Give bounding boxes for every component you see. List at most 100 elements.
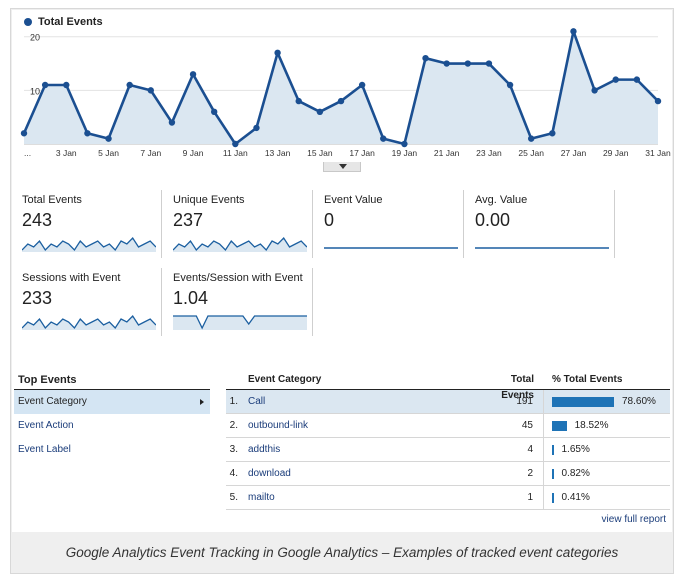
row-index: 1.: [229, 396, 238, 407]
data-point[interactable]: [20, 130, 28, 137]
pct-label: 78.60%: [622, 396, 656, 407]
sparkline-line: [22, 314, 156, 330]
view-full-report-link[interactable]: view full report: [601, 514, 666, 525]
data-point[interactable]: [211, 108, 218, 116]
column-header-total[interactable]: Total Events: [501, 374, 534, 401]
sparkline-area: [22, 238, 156, 252]
top-events-item-event-category[interactable]: Event Category: [14, 390, 210, 414]
pct-bar: [552, 397, 614, 407]
sparkline-line: [173, 236, 307, 252]
metric-sparkline: [173, 315, 307, 330]
data-point[interactable]: [464, 60, 471, 67]
metric-events-per-session: Events/Session with Event 1.04: [163, 268, 313, 338]
data-point[interactable]: [41, 81, 49, 89]
pct-label: 1.65%: [561, 444, 590, 455]
category-link[interactable]: addthis: [248, 444, 281, 455]
caret-down-icon: [339, 164, 347, 169]
pct-bar: [552, 421, 567, 431]
cell-total-events: 4: [476, 438, 544, 461]
cell-total-events: 45: [476, 414, 544, 437]
category-link[interactable]: outbound-link: [248, 420, 309, 431]
category-link[interactable]: Call: [248, 396, 266, 407]
x-tick-label: 23 Jan: [476, 148, 502, 158]
metric-sparkline: [22, 314, 156, 330]
data-point[interactable]: [506, 81, 514, 89]
column-header-pct[interactable]: % Total Events: [552, 374, 623, 385]
metric-label: Unique Events: [173, 194, 245, 206]
pct-label: 18.52%: [574, 420, 609, 431]
cell-category: 4. download: [226, 462, 476, 485]
x-tick-label: 25 Jan: [518, 148, 544, 158]
data-point[interactable]: [485, 60, 493, 67]
metric-value: 233: [22, 288, 53, 308]
top-events-item-label: Event Category: [18, 396, 87, 407]
data-point[interactable]: [189, 71, 197, 78]
metric-sparkline: [475, 247, 609, 249]
data-point[interactable]: [232, 140, 239, 148]
event-category-table: Event Category Total Events % Total Even…: [226, 372, 670, 510]
chevron-right-icon: [200, 399, 204, 405]
top-events-item-event-label[interactable]: Event Label: [14, 438, 210, 462]
x-tick-label: 5 Jan: [98, 148, 119, 158]
table-row[interactable]: 3. addthis 4 1.65%: [226, 438, 670, 462]
x-tick-label: 31 Jan: [645, 148, 671, 158]
cell-total-events: 1: [476, 486, 544, 509]
data-point[interactable]: [380, 135, 387, 142]
table-header: Event Category Total Events % Total Even…: [226, 372, 670, 401]
data-point[interactable]: [337, 97, 345, 105]
data-point[interactable]: [401, 140, 408, 148]
x-tick-label: 27 Jan: [561, 148, 587, 158]
data-point[interactable]: [274, 49, 281, 57]
data-point[interactable]: [253, 124, 260, 132]
data-point[interactable]: [591, 87, 598, 94]
x-tick-label: 19 Jan: [392, 148, 418, 158]
data-point[interactable]: [105, 135, 112, 142]
metric-label: Total Events: [22, 194, 82, 206]
data-point[interactable]: [147, 87, 154, 94]
data-point[interactable]: [612, 76, 619, 83]
table-row[interactable]: 4. download 2 0.82%: [226, 462, 670, 486]
top-events-item-label: Event Label: [18, 444, 71, 455]
metric-value: 243: [22, 210, 53, 230]
data-point[interactable]: [570, 28, 577, 35]
table-row[interactable]: 5. mailto 1 0.41%: [226, 486, 670, 510]
metric-total-events: Total Events 243: [12, 190, 162, 260]
category-link[interactable]: mailto: [248, 492, 275, 503]
data-point[interactable]: [528, 135, 535, 142]
cell-pct-total: 0.41%: [544, 486, 670, 509]
category-link[interactable]: download: [248, 468, 291, 479]
sparkline-area: [173, 238, 307, 252]
cell-pct-total: 0.82%: [544, 462, 670, 485]
data-point[interactable]: [316, 108, 324, 116]
metric-label: Event Value: [324, 194, 383, 206]
sparkline-area: [173, 316, 307, 330]
pct-label: 0.41%: [561, 492, 590, 503]
data-point[interactable]: [422, 54, 429, 62]
data-point[interactable]: [168, 119, 176, 126]
pct-bar: [552, 493, 554, 503]
table-row[interactable]: 1. Call 191 78.60%: [226, 390, 670, 414]
metric-value: 0.00: [475, 210, 511, 230]
data-point[interactable]: [549, 130, 556, 137]
x-tick-label: 15 Jan: [307, 148, 333, 158]
pct-bar: [552, 469, 554, 479]
legend-label: Total Events: [38, 16, 103, 28]
metric-avg-value: Avg. Value 0.00: [465, 190, 615, 260]
data-point[interactable]: [84, 130, 91, 137]
top-events-item-event-action[interactable]: Event Action: [14, 414, 210, 438]
collapse-chart-toggle[interactable]: [323, 162, 361, 172]
data-point[interactable]: [633, 76, 641, 83]
row-index: 3.: [229, 444, 238, 455]
x-tick-label: 13 Jan: [265, 148, 291, 158]
data-point[interactable]: [443, 60, 450, 67]
top-events-title: Top Events: [14, 372, 210, 390]
data-point[interactable]: [358, 81, 366, 89]
data-point[interactable]: [63, 81, 70, 89]
data-point[interactable]: [295, 97, 302, 105]
metric-label: Avg. Value: [475, 194, 528, 206]
table-row[interactable]: 2. outbound-link 45 18.52%: [226, 414, 670, 438]
data-point[interactable]: [126, 81, 133, 89]
column-header-category[interactable]: Event Category: [248, 374, 322, 385]
data-point[interactable]: [654, 97, 662, 105]
x-tick-label: 3 Jan: [56, 148, 77, 158]
